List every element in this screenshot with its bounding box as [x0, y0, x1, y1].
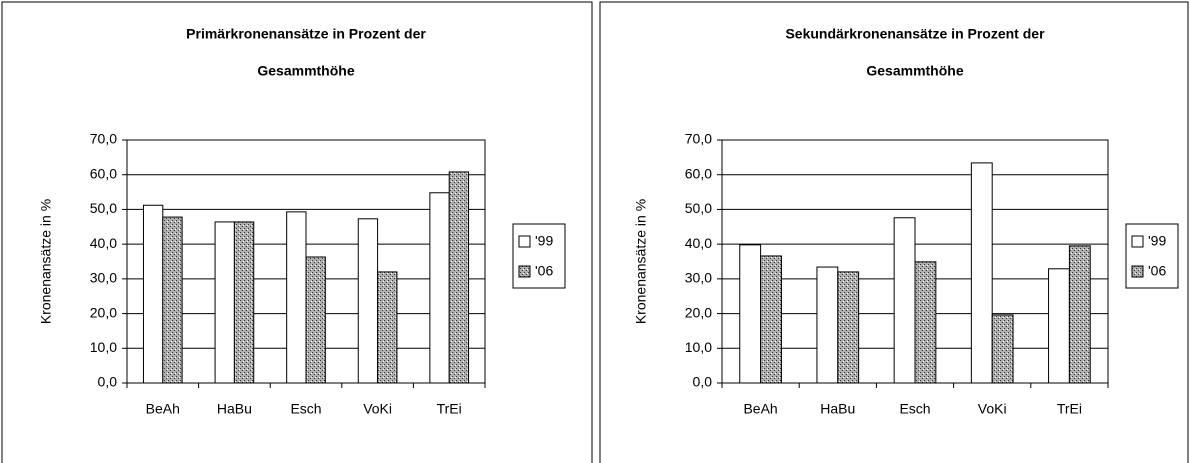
chart-frame [599, 1, 1189, 463]
chart-frame [1, 1, 593, 463]
x-tick-label: HaBu [820, 401, 855, 417]
bar [739, 244, 762, 384]
chart-title: Primärkronenansätze in Prozent der [186, 26, 426, 42]
y-tick-label: 40,0 [90, 235, 117, 251]
y-tick-label: 50,0 [90, 200, 117, 216]
bar [162, 216, 183, 384]
legend-label: '06 [1148, 263, 1166, 279]
bar [1068, 245, 1091, 384]
bar [448, 171, 470, 384]
bar [816, 266, 839, 384]
y-tick-label: 10,0 [90, 339, 117, 355]
bar [1048, 268, 1070, 384]
bar [357, 218, 379, 384]
y-tick-label: 60,0 [685, 165, 712, 181]
bar [760, 255, 782, 384]
bar [305, 256, 326, 384]
y-tick-label: 10,0 [685, 339, 712, 355]
bar [837, 271, 860, 384]
x-tick-label: BeAh [743, 401, 777, 417]
y-tick-label: 40,0 [685, 235, 712, 251]
y-tick-label: 60,0 [90, 165, 117, 181]
x-tick-label: VoKi [363, 401, 392, 417]
chart-title: Gesammthöhe [866, 63, 963, 79]
legend-swatch [518, 265, 531, 278]
y-axis-label: Kronenansätze in % [38, 199, 54, 324]
bar [142, 204, 164, 384]
bar [429, 192, 450, 384]
y-tick-label: 0,0 [98, 374, 118, 390]
y-tick-label: 70,0 [90, 131, 117, 147]
chart-title: Sekundärkronenansätze in Prozent der [785, 26, 1045, 42]
x-tick-label: HaBu [217, 401, 252, 417]
legend-label: '99 [535, 233, 553, 249]
bar [214, 221, 235, 384]
bar [893, 217, 916, 384]
x-tick-label: Esch [290, 401, 321, 417]
bar [286, 211, 307, 384]
y-tick-label: 30,0 [685, 270, 712, 286]
chart-title: Gesammthöhe [257, 63, 354, 79]
bar [377, 271, 398, 384]
legend-swatch [518, 235, 531, 248]
legend-label: '99 [1148, 233, 1166, 249]
x-tick-label: BeAh [146, 401, 180, 417]
bar [970, 162, 993, 384]
legend-swatch [1131, 265, 1144, 278]
x-tick-label: TrEi [437, 401, 462, 417]
x-tick-label: TrEi [1057, 401, 1082, 417]
y-tick-label: 30,0 [90, 270, 117, 286]
x-tick-label: Esch [899, 401, 930, 417]
y-tick-label: 20,0 [90, 304, 117, 320]
y-tick-label: 20,0 [685, 304, 712, 320]
bar [233, 221, 255, 384]
y-tick-label: 0,0 [693, 374, 713, 390]
x-tick-label: VoKi [978, 401, 1007, 417]
y-tick-label: 50,0 [685, 200, 712, 216]
legend-swatch [1131, 235, 1144, 248]
y-axis-label: Kronenansätze in % [633, 199, 649, 324]
y-tick-label: 70,0 [685, 131, 712, 147]
bar [991, 314, 1014, 384]
bar [914, 261, 937, 384]
legend-label: '06 [535, 263, 553, 279]
